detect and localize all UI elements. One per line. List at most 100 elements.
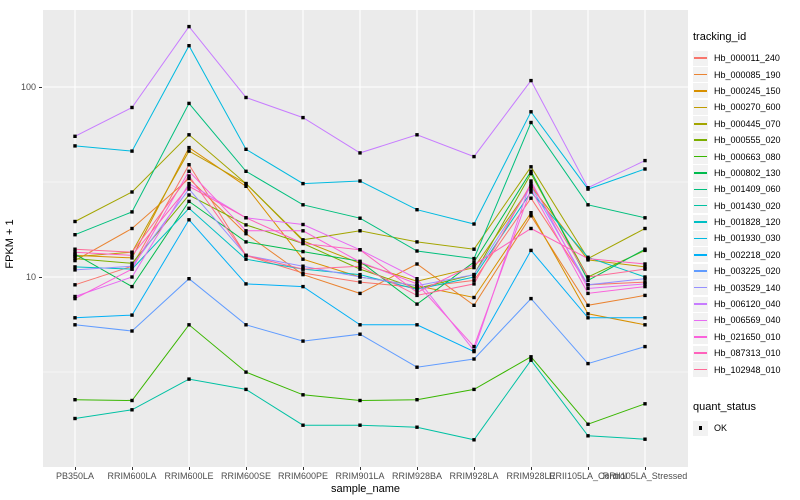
data-point bbox=[301, 222, 305, 227]
legend-key-swatch bbox=[693, 149, 708, 165]
data-point bbox=[73, 256, 77, 261]
legend-key-line bbox=[694, 172, 707, 174]
data-point bbox=[187, 44, 191, 48]
data-point bbox=[73, 398, 77, 402]
data-point bbox=[187, 193, 191, 197]
data-point bbox=[244, 95, 248, 100]
data-point bbox=[586, 275, 590, 279]
x-tick-mark bbox=[360, 467, 361, 470]
legend-item: Hb_003529_140 bbox=[693, 279, 799, 296]
data-point bbox=[529, 358, 533, 362]
data-point bbox=[73, 258, 77, 263]
legend-item: Hb_001930_030 bbox=[693, 230, 799, 246]
data-point bbox=[586, 434, 590, 438]
data-point bbox=[358, 280, 362, 284]
data-point bbox=[130, 398, 134, 403]
legend-item: Hb_003225_020 bbox=[693, 263, 799, 279]
legend-key-swatch bbox=[693, 345, 708, 361]
data-point bbox=[529, 179, 533, 183]
data-point bbox=[472, 282, 476, 286]
data-point bbox=[529, 211, 533, 215]
legend-item: Hb_000270_600 bbox=[693, 99, 799, 115]
data-point bbox=[130, 408, 134, 412]
data-point bbox=[244, 181, 248, 186]
legend-item-label: Hb_000245_150 bbox=[714, 85, 781, 96]
data-point bbox=[586, 203, 590, 207]
data-point bbox=[643, 247, 647, 251]
data-point bbox=[244, 229, 248, 233]
data-point bbox=[415, 293, 419, 298]
data-point bbox=[643, 277, 647, 281]
legend-item-label: Hb_002218_020 bbox=[714, 249, 781, 260]
legend-key-swatch bbox=[693, 329, 708, 345]
y-axis-title: FPKM + 1 bbox=[4, 219, 16, 269]
data-point bbox=[130, 105, 134, 110]
data-point bbox=[358, 179, 362, 183]
legend-item-label: Hb_006569_040 bbox=[714, 315, 781, 326]
x-tick-mark bbox=[246, 467, 247, 470]
data-point bbox=[529, 248, 533, 253]
data-point bbox=[415, 208, 419, 212]
data-point bbox=[586, 286, 590, 291]
data-point bbox=[130, 226, 134, 231]
data-point bbox=[529, 181, 533, 186]
data-point bbox=[358, 216, 362, 220]
data-point bbox=[472, 348, 476, 353]
data-point bbox=[244, 253, 248, 258]
legend-key-line bbox=[694, 352, 707, 354]
data-point bbox=[358, 272, 362, 277]
x-tick-mark bbox=[417, 467, 418, 470]
data-point bbox=[643, 280, 647, 284]
x-tick-mark bbox=[75, 467, 76, 470]
data-point bbox=[415, 282, 419, 286]
data-point bbox=[301, 241, 305, 246]
data-point bbox=[643, 437, 647, 441]
data-point bbox=[529, 226, 533, 231]
data-point bbox=[643, 267, 647, 271]
data-point bbox=[358, 323, 362, 327]
data-point bbox=[643, 293, 647, 298]
quant-status-legend-title: quant_status bbox=[693, 401, 756, 413]
legend-key-swatch bbox=[693, 230, 708, 246]
data-point bbox=[187, 163, 191, 167]
data-point bbox=[415, 365, 419, 369]
legend-key-swatch bbox=[693, 198, 708, 214]
legend-item-label: Hb_001409_060 bbox=[714, 184, 781, 195]
legend-item-label: Hb_000011_240 bbox=[714, 53, 780, 64]
data-point bbox=[643, 284, 647, 289]
data-point bbox=[301, 264, 305, 268]
legend-key-swatch bbox=[693, 181, 708, 197]
data-point bbox=[472, 154, 476, 159]
data-point bbox=[643, 167, 647, 171]
data-point bbox=[301, 272, 305, 277]
data-point bbox=[187, 199, 191, 204]
data-point bbox=[472, 263, 476, 267]
legend-item: Hb_000445_070 bbox=[693, 116, 799, 132]
legend-key-swatch bbox=[693, 247, 708, 263]
legend-item-label: Hb_000085_190 bbox=[714, 69, 781, 80]
data-point bbox=[415, 240, 419, 244]
data-point bbox=[358, 260, 362, 264]
legend-key-line bbox=[694, 122, 707, 125]
data-point bbox=[415, 277, 419, 281]
data-point bbox=[586, 291, 590, 296]
legend-key-swatch bbox=[693, 132, 708, 148]
data-point bbox=[301, 203, 305, 207]
data-point bbox=[586, 312, 590, 316]
legend-item-label: Hb_000663_080 bbox=[714, 151, 781, 162]
legend-item-label: Hb_000802_130 bbox=[714, 167, 781, 178]
data-point bbox=[358, 229, 362, 233]
legend-item-label: Hb_003529_140 bbox=[714, 282, 781, 293]
data-point bbox=[415, 262, 419, 266]
legend-key-line bbox=[694, 73, 707, 76]
data-point bbox=[73, 250, 77, 254]
x-tick-label: PB350LA bbox=[55, 471, 95, 481]
data-point bbox=[73, 323, 77, 327]
legend-item-label: Hb_000270_600 bbox=[714, 102, 781, 113]
data-point bbox=[529, 214, 533, 218]
data-point bbox=[187, 377, 191, 381]
data-point bbox=[472, 272, 476, 277]
data-point bbox=[643, 226, 647, 231]
data-point bbox=[415, 290, 419, 295]
legend-item: Hb_000663_080 bbox=[693, 148, 799, 165]
